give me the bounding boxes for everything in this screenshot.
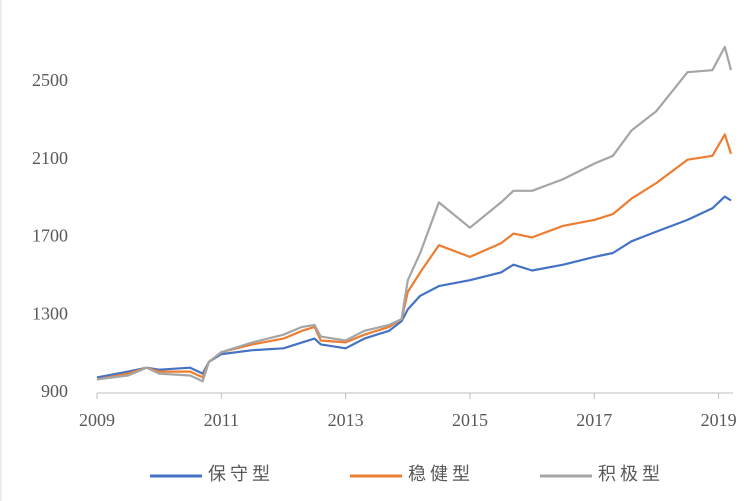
x-tick-label: 2015	[452, 410, 488, 430]
y-tick-label: 1700	[32, 226, 68, 246]
y-tick-label: 900	[41, 381, 68, 401]
x-tick-label: 2009	[79, 410, 115, 430]
series-line	[96, 133, 733, 381]
series-line	[96, 45, 733, 383]
x-tick-label: 2017	[576, 410, 612, 430]
y-tick-label: 2100	[32, 148, 68, 168]
x-tick-label: 2013	[328, 410, 364, 430]
series-line	[96, 195, 732, 379]
y-tick-label: 2500	[32, 70, 68, 90]
legend-label: 稳健型	[408, 464, 474, 484]
legend-label: 保守型	[208, 464, 274, 484]
y-tick-label: 1300	[32, 303, 68, 323]
x-tick-label: 2011	[204, 410, 239, 430]
legend-label: 积极型	[598, 464, 664, 484]
x-tick-label: 2019	[701, 410, 737, 430]
